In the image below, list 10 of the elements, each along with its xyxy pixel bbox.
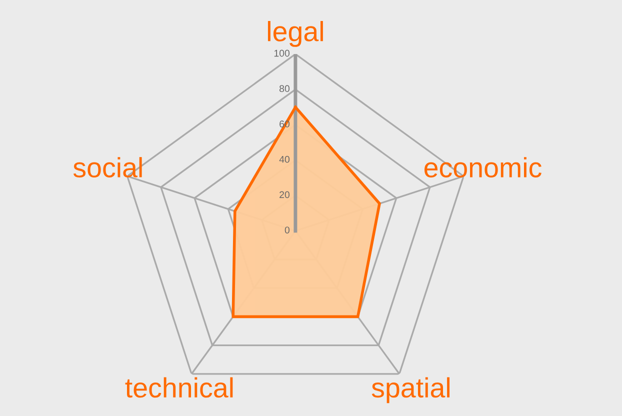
spoke-label: economic bbox=[424, 157, 542, 178]
y-tick-label: 40 bbox=[279, 156, 290, 163]
y-tick-label: 80 bbox=[280, 85, 290, 92]
y-tick-label: 100 bbox=[274, 50, 290, 57]
y-tick-label: 0 bbox=[284, 226, 290, 234]
spoke-label: social bbox=[73, 157, 142, 178]
spoke-label: technical bbox=[125, 377, 233, 398]
y-tick-label: 20 bbox=[280, 191, 290, 198]
spoke-label: spatial bbox=[372, 377, 450, 404]
spoke-label: legal bbox=[268, 20, 323, 47]
